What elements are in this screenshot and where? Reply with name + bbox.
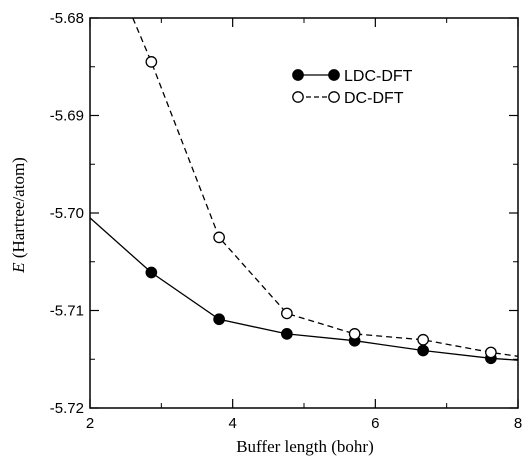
- data-point-dc-dft: [281, 307, 293, 320]
- y-tick-label: -5.69: [50, 108, 84, 125]
- y-axis-label: E (Hartree/atom): [9, 157, 28, 274]
- y-tick-label: -5.68: [50, 10, 84, 27]
- data-point-dc-dft: [417, 333, 429, 346]
- data-point-ldc-dft: [213, 313, 225, 326]
- legend-marker-ldc-dft: [292, 69, 304, 81]
- y-tick-label: -5.72: [50, 400, 84, 417]
- legend-label-ldc-dft: LDC-DFT: [344, 68, 413, 85]
- x-tick-label: 6: [371, 415, 379, 432]
- x-axis-label: Buffer length (bohr): [236, 437, 374, 456]
- plot-frame: [89, 17, 519, 409]
- data-point-dc-dft: [485, 346, 497, 359]
- data-point-ldc-dft: [417, 344, 429, 357]
- x-tick-label: 4: [228, 415, 236, 432]
- data-point-dc-dft: [145, 56, 158, 68]
- legend-marker-ldc-dft: [328, 69, 340, 81]
- data-point-ldc-dft: [145, 266, 158, 279]
- legend-label-dc-dft: DC-DFT: [344, 90, 404, 107]
- data-point-dc-dft: [213, 231, 225, 244]
- data-point-ldc-dft: [281, 328, 293, 340]
- x-tick-label: 2: [86, 415, 94, 432]
- data-point-dc-dft: [348, 328, 361, 340]
- x-tick-label: 8: [514, 415, 522, 432]
- series-line-dc-dft: [132, 18, 518, 357]
- series-line-ldc-dft: [90, 217, 518, 361]
- legend-marker-dc-dft: [328, 91, 340, 103]
- legend-marker-dc-dft: [292, 91, 304, 103]
- y-tick-label: -5.71: [50, 303, 84, 320]
- y-tick-label: -5.70: [50, 205, 84, 222]
